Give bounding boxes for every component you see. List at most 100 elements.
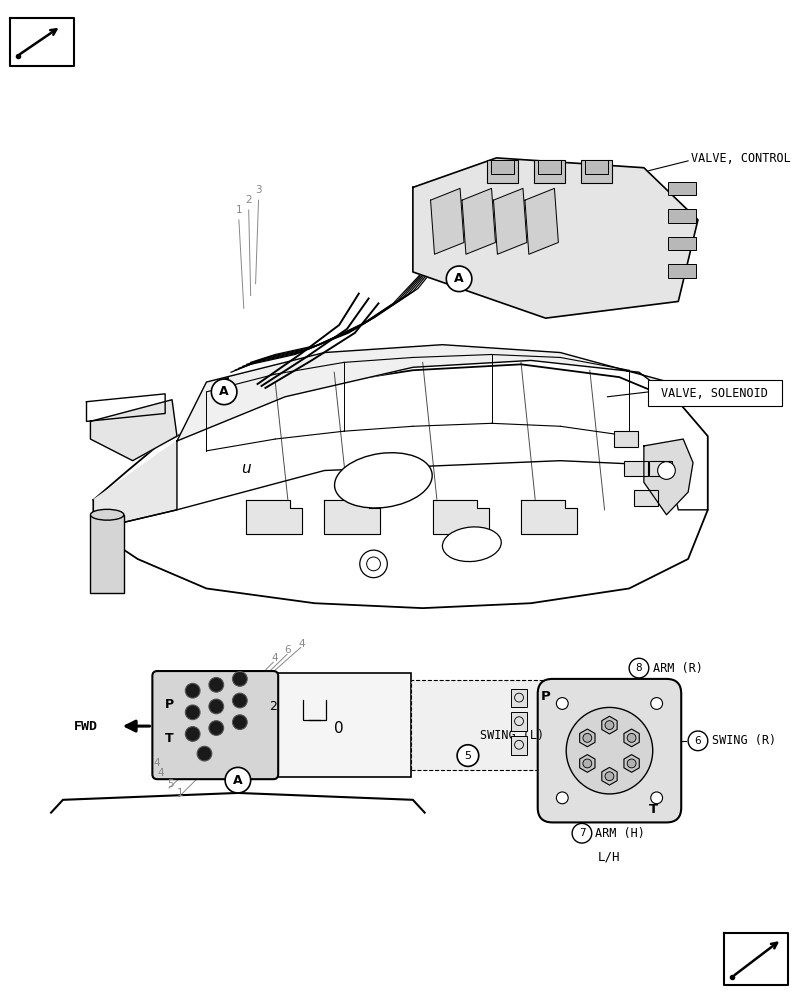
Circle shape — [650, 698, 662, 709]
Text: 4: 4 — [157, 768, 165, 778]
Circle shape — [556, 792, 568, 804]
FancyBboxPatch shape — [152, 671, 278, 779]
Text: 7: 7 — [578, 828, 585, 838]
Text: 1: 1 — [176, 788, 183, 798]
Polygon shape — [521, 500, 577, 534]
Bar — [486, 160, 517, 183]
FancyBboxPatch shape — [647, 380, 782, 406]
Circle shape — [185, 683, 200, 698]
Circle shape — [225, 767, 251, 793]
Polygon shape — [524, 188, 558, 254]
Circle shape — [185, 727, 200, 741]
Polygon shape — [177, 345, 677, 441]
Text: ARM (H): ARM (H) — [594, 827, 644, 840]
Text: ARM (R): ARM (R) — [652, 662, 702, 675]
Text: 2: 2 — [245, 195, 251, 205]
Text: 2: 2 — [269, 700, 277, 713]
Bar — [410, 680, 546, 770]
Bar — [511, 736, 526, 755]
Circle shape — [582, 759, 591, 768]
Bar — [511, 689, 526, 707]
Circle shape — [211, 379, 237, 405]
Text: 4: 4 — [271, 653, 277, 663]
Polygon shape — [461, 188, 495, 254]
Circle shape — [185, 705, 200, 720]
Text: P: P — [540, 690, 550, 703]
Polygon shape — [412, 158, 697, 318]
Text: T: T — [165, 732, 174, 745]
Bar — [648, 461, 672, 476]
Circle shape — [446, 266, 471, 292]
Polygon shape — [623, 729, 638, 747]
Text: P: P — [165, 698, 174, 711]
Polygon shape — [579, 755, 594, 772]
Text: 5: 5 — [464, 751, 471, 761]
Polygon shape — [601, 767, 616, 785]
Ellipse shape — [90, 509, 124, 520]
Ellipse shape — [442, 527, 500, 562]
Bar — [667, 264, 695, 278]
Polygon shape — [324, 500, 380, 534]
Circle shape — [657, 462, 675, 479]
Text: 0: 0 — [334, 721, 344, 736]
Circle shape — [629, 658, 648, 678]
Bar — [537, 160, 560, 174]
Text: VALVE, SOLENOID: VALVE, SOLENOID — [660, 387, 767, 400]
Circle shape — [232, 672, 247, 686]
Bar — [633, 490, 657, 506]
Circle shape — [650, 792, 662, 804]
Circle shape — [604, 772, 613, 781]
Circle shape — [687, 731, 707, 751]
FancyBboxPatch shape — [537, 679, 680, 822]
Polygon shape — [246, 500, 302, 534]
Circle shape — [208, 699, 223, 714]
Bar — [667, 237, 695, 250]
Circle shape — [582, 733, 591, 742]
Circle shape — [457, 745, 478, 766]
Bar — [667, 182, 695, 195]
Circle shape — [626, 733, 635, 742]
Circle shape — [565, 707, 652, 794]
Text: FWD: FWD — [74, 720, 97, 733]
Polygon shape — [93, 441, 177, 529]
Text: A: A — [453, 272, 463, 285]
Bar — [155, 673, 410, 777]
Circle shape — [232, 715, 247, 730]
Polygon shape — [90, 400, 177, 461]
Circle shape — [556, 698, 568, 709]
Circle shape — [604, 721, 613, 730]
Polygon shape — [643, 439, 692, 515]
Text: L/H: L/H — [598, 850, 620, 863]
Text: A: A — [219, 385, 229, 398]
Circle shape — [197, 746, 212, 761]
Text: T: T — [648, 803, 658, 816]
Polygon shape — [579, 729, 594, 747]
Text: VALVE, CONTROL: VALVE, CONTROL — [690, 152, 790, 165]
Polygon shape — [601, 716, 616, 734]
Text: SWING (R): SWING (R) — [710, 734, 775, 747]
Circle shape — [626, 759, 635, 768]
Bar — [584, 160, 607, 174]
Polygon shape — [493, 188, 526, 254]
Circle shape — [208, 721, 223, 735]
Circle shape — [367, 557, 380, 571]
Circle shape — [359, 550, 387, 578]
Polygon shape — [432, 500, 488, 534]
Bar — [490, 160, 513, 174]
Text: 8: 8 — [635, 663, 642, 673]
Text: 3: 3 — [255, 185, 261, 195]
Ellipse shape — [334, 453, 431, 508]
Circle shape — [208, 677, 223, 692]
Polygon shape — [430, 188, 463, 254]
Text: 1: 1 — [235, 205, 242, 215]
Text: 4: 4 — [298, 639, 305, 649]
Text: 5: 5 — [166, 779, 174, 789]
Circle shape — [572, 823, 591, 843]
Text: SWING (L): SWING (L) — [479, 729, 543, 742]
Bar — [90, 515, 124, 593]
Text: A: A — [233, 774, 242, 787]
Bar — [533, 160, 564, 183]
Bar — [511, 712, 526, 731]
Text: u: u — [241, 461, 251, 476]
Bar — [580, 160, 611, 183]
